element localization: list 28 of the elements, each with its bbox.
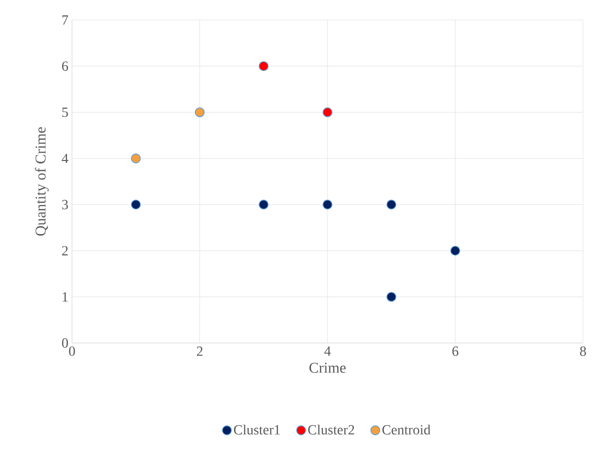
y-tick-label: 4 bbox=[62, 154, 68, 164]
point bbox=[322, 107, 332, 118]
x-axis-title: Crime bbox=[309, 362, 346, 373]
point bbox=[130, 200, 141, 210]
y-tick-label: 0 bbox=[62, 338, 68, 348]
point bbox=[322, 200, 332, 210]
point bbox=[386, 292, 396, 302]
point bbox=[450, 246, 460, 256]
x-tick-label: 6 bbox=[452, 346, 458, 356]
point bbox=[258, 61, 269, 72]
point bbox=[386, 200, 396, 210]
legend-label: Cluster1 bbox=[234, 424, 280, 435]
y-tick-label: 7 bbox=[62, 15, 68, 25]
point bbox=[130, 154, 141, 164]
y-tick-label: 1 bbox=[62, 292, 68, 302]
point bbox=[258, 200, 269, 210]
y-tick-label: 2 bbox=[62, 246, 68, 256]
legend-label: Centroid bbox=[382, 424, 430, 435]
x-tick-label: 2 bbox=[196, 346, 202, 356]
x-tick-label: 0 bbox=[69, 346, 75, 356]
y-tick-label: 6 bbox=[62, 61, 68, 71]
point bbox=[194, 107, 205, 118]
y-tick-label: 5 bbox=[62, 108, 68, 117]
y-tick-label: 3 bbox=[62, 200, 68, 210]
y-axis-title: Quantity of Crime bbox=[34, 127, 49, 236]
legend-label: Cluster2 bbox=[308, 424, 354, 435]
x-tick-label: 8 bbox=[580, 346, 586, 356]
x-tick-label: 4 bbox=[324, 346, 331, 356]
